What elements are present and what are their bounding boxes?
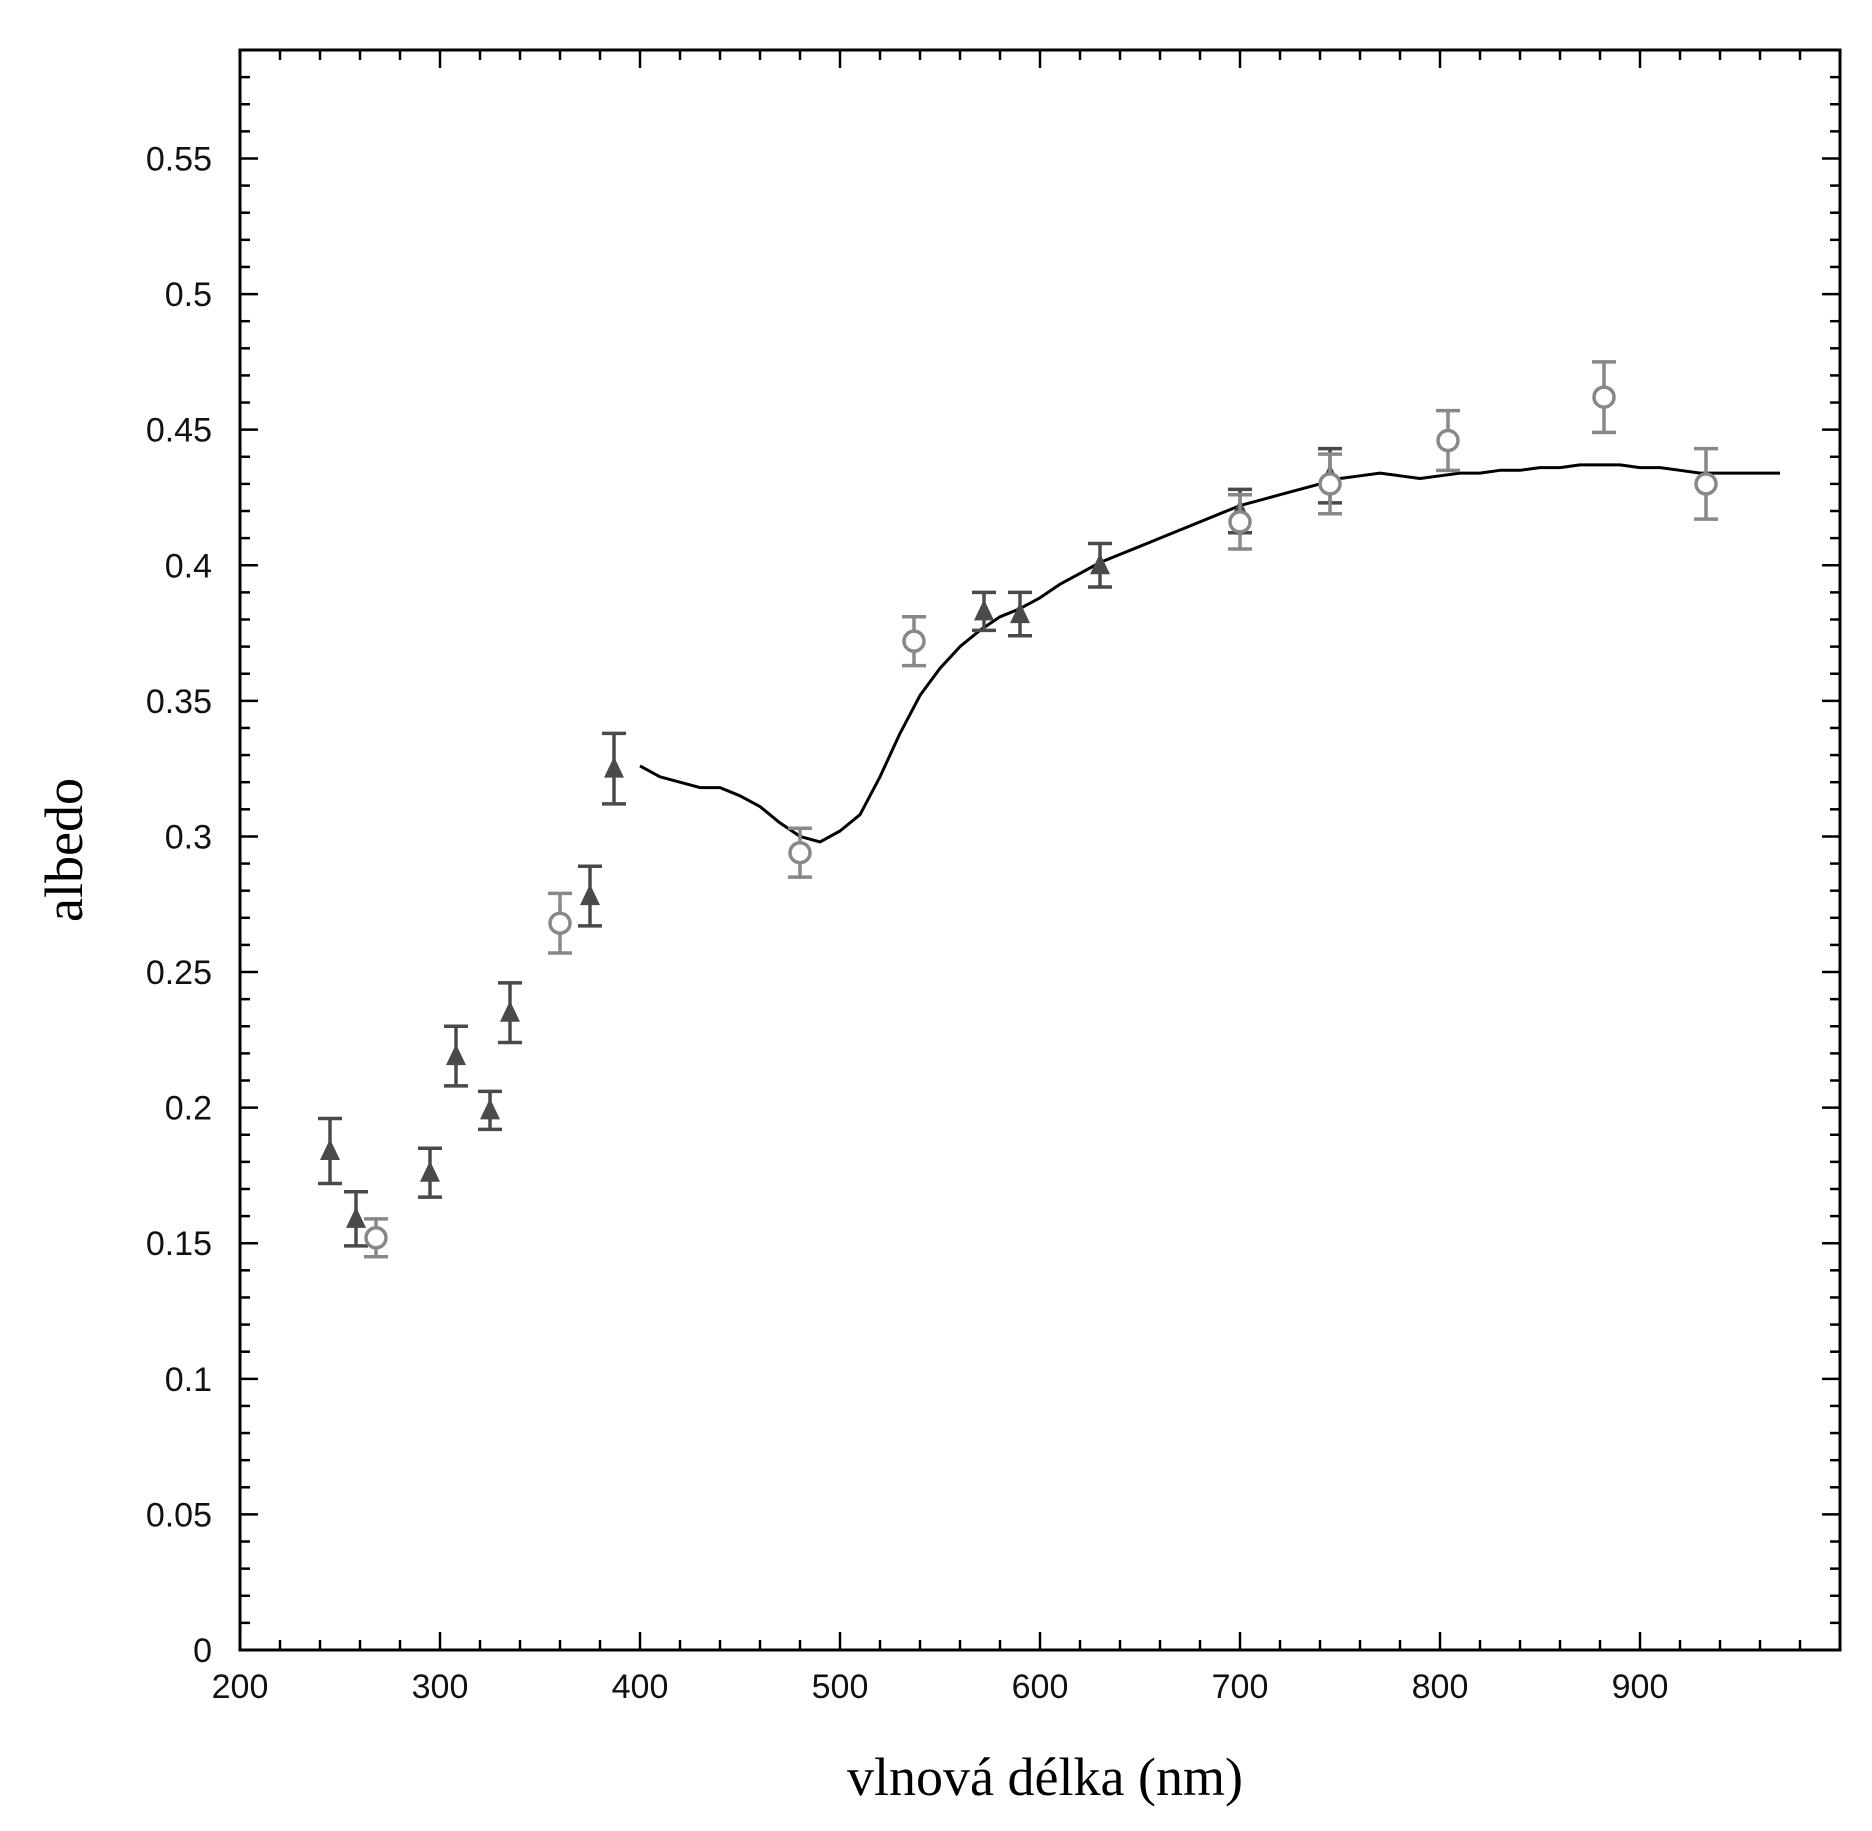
y-tick-label: 0.1 <box>165 1361 212 1399</box>
triangle-marker <box>446 1044 466 1066</box>
x-tick-label: 800 <box>1412 1668 1469 1706</box>
y-tick-label: 0.3 <box>165 818 212 856</box>
triangle-marker <box>1010 602 1030 624</box>
circle-point <box>1694 446 1718 521</box>
y-tick-label: 0.25 <box>146 954 212 992</box>
circle-marker <box>1592 385 1616 409</box>
x-axis-title: vlnová délka (nm) <box>847 1747 1243 1807</box>
x-tick-label: 300 <box>412 1668 469 1706</box>
triangle-point <box>318 1116 342 1186</box>
y-tick-label: 0.15 <box>146 1225 212 1263</box>
triangle-marker <box>320 1139 340 1161</box>
triangle-marker <box>480 1098 500 1120</box>
triangle-marker <box>1090 553 1110 575</box>
triangle-point <box>498 981 522 1045</box>
x-tick-label: 900 <box>1612 1668 1669 1706</box>
circle-point <box>1436 408 1460 473</box>
triangle-marker <box>420 1160 440 1182</box>
circle-marker <box>548 911 572 935</box>
x-tick-label: 500 <box>812 1668 869 1706</box>
triangle-point <box>602 731 626 806</box>
circle-point <box>902 615 926 668</box>
x-tick-labels: 200 300 400 500 600 700 800 900 <box>212 1668 1669 1706</box>
circle-point <box>1228 492 1252 551</box>
y-tick-label: 0.45 <box>146 412 212 450</box>
triangle-point <box>1008 590 1032 638</box>
triangle-point <box>444 1024 468 1088</box>
x-tick-label: 700 <box>1212 1668 1269 1706</box>
y-axis-title: albedo <box>34 778 94 922</box>
y-tick-label: 0.35 <box>146 683 212 721</box>
series-layer <box>318 360 1780 1259</box>
triangle-point <box>972 590 996 633</box>
circle-marker <box>1436 428 1460 453</box>
circle-point <box>364 1217 388 1259</box>
y-tick-labels: 0 0.05 0.1 0.15 0.2 0.25 0.3 0.35 0.4 0.45 0.5 0.55 <box>146 140 212 1670</box>
x-tick-label: 400 <box>612 1668 669 1706</box>
circle-point <box>1592 360 1616 435</box>
plot-area-frame <box>238 48 1842 1652</box>
circle-marker <box>1318 472 1342 496</box>
ticks-layer <box>238 48 1842 1652</box>
triangle-marker <box>346 1206 366 1228</box>
triangle-marker <box>580 884 600 906</box>
x-tick-label: 600 <box>1012 1668 1069 1706</box>
spectrum-line <box>639 463 1780 844</box>
triangle-point <box>578 864 602 928</box>
circle-marker <box>1228 510 1252 534</box>
circle-marker <box>364 1226 388 1250</box>
triangle-marker <box>500 1000 520 1022</box>
triangle-point <box>344 1189 368 1248</box>
y-tick-label: 0.2 <box>165 1090 212 1128</box>
circle-marker <box>1694 472 1718 496</box>
triangle-point <box>418 1146 442 1199</box>
triangle-point <box>1088 541 1112 589</box>
y-tick-label: 0 <box>193 1632 212 1670</box>
y-tick-label: 0.55 <box>146 140 212 178</box>
circle-point <box>788 826 812 879</box>
triangle-point <box>478 1089 502 1132</box>
circle-point <box>1318 452 1342 516</box>
circle-marker <box>788 840 812 865</box>
y-tick-label: 0.5 <box>165 276 212 314</box>
circle-marker <box>902 629 926 653</box>
y-tick-label: 0.4 <box>165 547 212 585</box>
x-tick-label: 200 <box>212 1668 269 1706</box>
circle-point <box>548 891 572 955</box>
triangle-marker <box>974 599 994 621</box>
y-tick-label: 0.05 <box>146 1496 212 1534</box>
triangle-marker <box>604 756 624 778</box>
